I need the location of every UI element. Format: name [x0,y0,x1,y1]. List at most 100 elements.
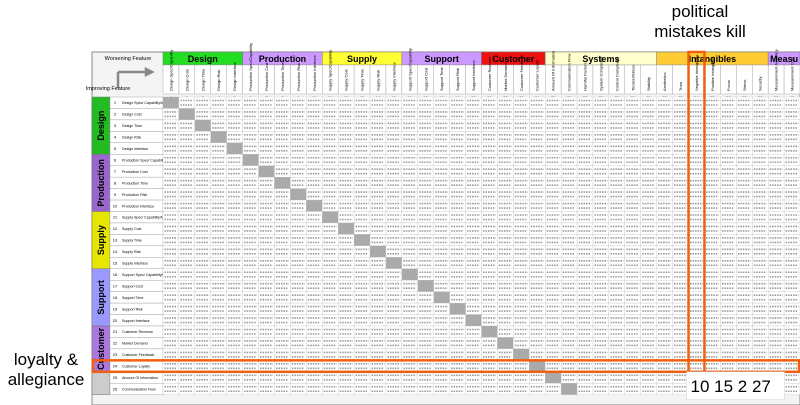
row-label: Communication Flow [122,387,156,391]
cell [576,154,594,166]
row-label: Support Time [122,296,143,300]
row-group-label: Design [96,111,106,141]
cell [258,222,275,235]
cell [529,337,546,350]
cell [306,188,323,201]
cell [640,371,657,384]
cell [529,280,546,292]
cell [178,142,196,155]
column-note: political mistakes kill [654,2,746,41]
cell [768,337,785,350]
cell [401,96,418,109]
cell [672,211,689,224]
cell [194,199,211,212]
cell [433,280,450,292]
cell [783,165,800,178]
cell [608,280,625,292]
cell [433,291,450,304]
cell [338,314,355,327]
cell [481,325,498,338]
cell [417,268,434,281]
cell [768,245,785,258]
cell [497,96,514,109]
cell [640,360,657,372]
cell [560,222,578,235]
cell [736,211,753,224]
cell [720,188,737,201]
cell [545,165,562,178]
cell [513,360,530,372]
row-label: Customer Revenue [122,330,153,334]
cell [338,245,355,258]
cell [417,131,434,143]
cell [752,257,769,269]
cell [481,291,498,304]
cell [497,199,514,212]
cell [465,257,482,269]
row-number: 12 [113,226,118,231]
cell [290,154,307,166]
cell [274,222,291,235]
cell [736,348,753,361]
cell [290,222,307,235]
cell [513,337,530,350]
cell [210,154,227,166]
cell [353,348,371,361]
cell [338,154,355,166]
cell [194,131,211,143]
cell [353,176,371,189]
cell [672,325,689,338]
cell [369,211,387,224]
cell [688,280,705,292]
cell [385,131,403,143]
cell [369,371,387,384]
cell [529,302,546,315]
cell [768,268,785,281]
cell [752,234,769,246]
cell [417,154,434,166]
cell [210,222,227,235]
cell [178,199,196,212]
cell [465,222,482,235]
cell [656,302,673,315]
cell [720,108,737,121]
cell [592,142,610,155]
cell [322,291,339,304]
cell [704,234,721,246]
cell [656,383,673,395]
cell [768,199,785,212]
row-label: Design Spec/ Capability/Means [122,101,172,105]
cell [576,188,594,201]
cell [226,222,243,235]
cell [465,165,482,178]
cell [704,119,721,132]
cell [353,96,371,109]
cell [640,188,657,201]
cell [338,383,355,395]
cell [178,383,196,395]
cell [369,165,387,178]
cell [545,108,562,121]
cell [162,348,180,361]
cell [162,257,180,269]
cell [545,257,562,269]
cell [752,142,769,155]
cell [306,245,323,258]
cell [768,348,785,361]
cell [449,142,466,155]
cell [608,119,625,132]
cell [624,119,641,132]
cell [322,337,339,350]
cell [258,280,275,292]
cell [369,268,387,281]
cell [608,348,625,361]
cell [592,348,610,361]
cell [688,302,705,315]
cell [194,383,211,395]
cell [306,211,323,224]
cell [465,234,482,246]
cell [736,257,753,269]
cell [338,348,355,361]
cell [433,234,450,246]
cell [608,108,625,121]
